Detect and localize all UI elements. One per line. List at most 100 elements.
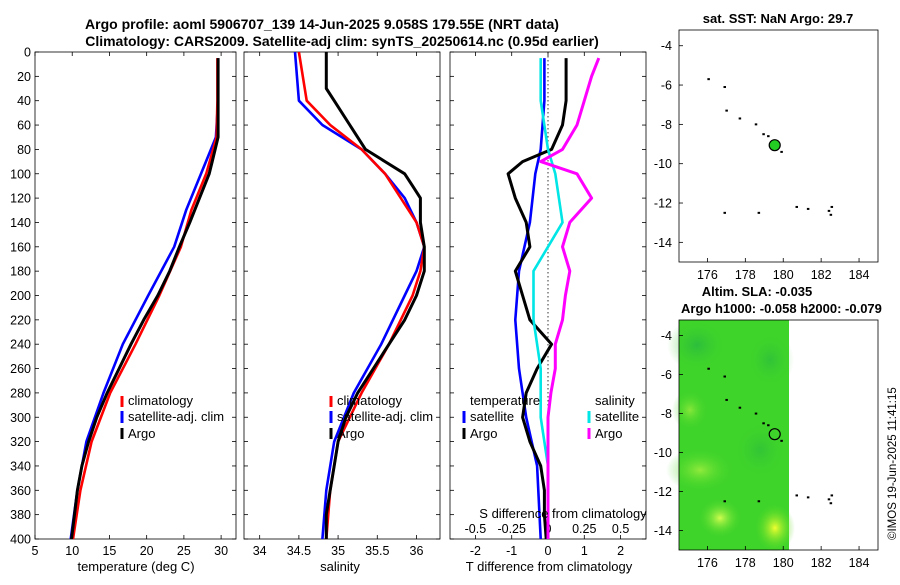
- salinity-panel: 34 34.5 35 35.5 36: [243, 51, 441, 558]
- sla-map-title: Altim. SLA: -0.035: [702, 284, 813, 299]
- plot-frame: [243, 51, 441, 540]
- map-frame: [678, 319, 879, 551]
- x-tick-label: 0: [545, 544, 552, 558]
- island-marker: [830, 494, 834, 497]
- x-tick-label: -1: [506, 544, 517, 558]
- island-marker: [738, 406, 742, 409]
- legend-label-climatology: climatology: [128, 393, 194, 408]
- legend-title-temperature: temperature: [470, 393, 540, 408]
- map-y-tick-label: -8: [661, 407, 672, 421]
- island-marker: [827, 209, 831, 212]
- island-marker: [757, 211, 761, 214]
- map-x-tick-label: 182: [811, 268, 832, 282]
- y-tick-label: 380: [10, 508, 31, 522]
- island-marker: [827, 498, 831, 501]
- temperature-xlabel: temperature (deg C): [77, 559, 194, 574]
- series-line-satellite-adj-clim: [293, 51, 426, 540]
- x-tick-label: 30: [214, 544, 228, 558]
- island-marker: [754, 412, 758, 415]
- y-tick-label: 0: [24, 46, 31, 60]
- map-y-tick-label: -6: [661, 79, 672, 93]
- y-tick-label: 260: [10, 362, 31, 376]
- island-marker: [723, 211, 726, 214]
- island-marker: [830, 205, 834, 208]
- x-tick-label: 34: [253, 544, 267, 558]
- sla-blob: [666, 448, 734, 492]
- x-tick-label: 5: [32, 544, 39, 558]
- legend-label-temp-argo: Argo: [470, 426, 497, 441]
- figure-title-line1: Argo profile: aoml 5906707_139 14-Jun-20…: [85, 16, 559, 32]
- y-tick-label: 140: [10, 216, 31, 230]
- y-tick-label: 360: [10, 484, 31, 498]
- legend-label-sal-argo: Argo: [595, 426, 622, 441]
- map-x-tick-label: 184: [849, 556, 870, 570]
- y-tick-label: 120: [10, 192, 31, 206]
- island-marker: [723, 375, 726, 378]
- difference-panel: -2 -1 0 1 2-0.5 -0.25 0 0.25 0.5: [449, 51, 647, 558]
- temperature-legend: climatology satellite-adj. clim Argo: [120, 393, 224, 441]
- series-line-temperature-argo: [506, 58, 568, 540]
- sla-blob: [755, 504, 795, 552]
- top-tick-label: -0.5: [465, 522, 487, 536]
- island-marker: [762, 133, 765, 136]
- map-x-tick-label: 176: [697, 556, 718, 570]
- top-tick-label: 0.5: [612, 522, 629, 536]
- legend-label-sal-satellite: satellite: [595, 409, 639, 424]
- island-marker: [767, 135, 770, 138]
- island-marker: [780, 439, 783, 442]
- sla-field-variations: [666, 319, 795, 552]
- series-line-argo: [70, 58, 220, 540]
- map-y-tick-label: -8: [661, 118, 672, 132]
- legend-label-argo: Argo: [128, 426, 155, 441]
- x-tick-label: 10: [65, 544, 79, 558]
- side-stamp: ©IMOS 19-Jun-2025 11:41:15: [887, 387, 899, 540]
- difference-top-xlabel: S difference from climatology: [479, 506, 647, 521]
- island-marker: [707, 78, 710, 81]
- map-y-tick-label: -14: [654, 236, 672, 250]
- difference-xlabel: T difference from climatology: [466, 559, 633, 574]
- y-tick-label: 200: [10, 289, 31, 303]
- island-marker: [725, 398, 728, 401]
- island-marker: [829, 502, 833, 505]
- island-marker: [707, 367, 710, 370]
- x-tick-label: 1: [581, 544, 588, 558]
- difference-legend: temperature satellite Argo salinity sate…: [462, 393, 639, 441]
- sla-blob: [698, 498, 742, 538]
- x-tick-label: 25: [177, 544, 191, 558]
- island-marker: [762, 422, 765, 425]
- series-line-satellite-adj-clim: [69, 58, 220, 540]
- figure-title-line2: Climatology: CARS2009. Satellite-adj cli…: [85, 33, 599, 49]
- island-marker: [723, 500, 726, 503]
- map-y-tick-label: -10: [654, 157, 672, 171]
- sla-blob: [746, 332, 794, 388]
- map-y-tick-label: -10: [654, 446, 672, 460]
- legend-label-temp-satellite: satellite: [470, 409, 514, 424]
- map-y-tick-label: -4: [661, 39, 672, 53]
- y-tick-label: 80: [17, 143, 31, 157]
- temperature-panel: 0 20 40 60 80 100 120 140 160 180 200 220 240 260 280 3…: [10, 46, 237, 558]
- map-x-tick-label: 178: [735, 268, 756, 282]
- map-y-tick-label: -14: [654, 524, 672, 538]
- island-marker: [738, 117, 742, 120]
- y-tick-label: 180: [10, 265, 31, 279]
- argo-float-marker: [768, 428, 781, 441]
- legend-label-climatology: climatology: [337, 393, 403, 408]
- top-tick-label: 0.25: [572, 522, 596, 536]
- y-tick-label: 60: [17, 119, 31, 133]
- y-tick-label: 400: [10, 533, 31, 547]
- island-marker: [806, 496, 810, 499]
- argo-float-marker: [768, 139, 781, 152]
- island-marker: [795, 494, 799, 497]
- map-x-tick-label: 176: [697, 268, 718, 282]
- sla-map: 176 178 180 182 184 -4 -6 -8 -10 -12 -14: [654, 319, 879, 570]
- map-y-tick-label: -4: [661, 329, 672, 343]
- map-y-tick-label: -12: [654, 197, 672, 211]
- plot-frame: [34, 51, 237, 540]
- map-x-tick-label: 178: [735, 556, 756, 570]
- y-tick-label: 40: [17, 94, 31, 108]
- y-tick-label: 240: [10, 338, 31, 352]
- y-tick-label: 340: [10, 459, 31, 473]
- legend-label-satellite-adj: satellite-adj. clim: [337, 409, 433, 424]
- island-marker: [757, 500, 761, 503]
